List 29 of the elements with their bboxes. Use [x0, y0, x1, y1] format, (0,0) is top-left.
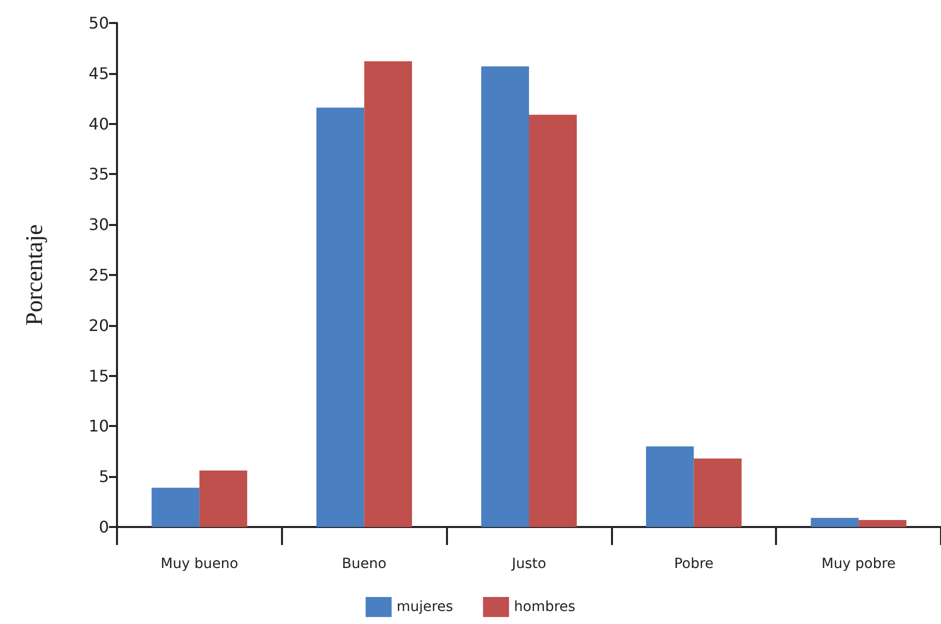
bar — [694, 458, 742, 527]
legend-label: mujeres — [396, 599, 454, 615]
legend-label: hombres — [514, 599, 576, 615]
x-tick-label: Bueno — [342, 556, 386, 572]
bar — [316, 108, 364, 527]
y-tick-label: 0 — [98, 518, 109, 536]
x-tick-label: Justo — [510, 556, 546, 572]
x-tick-label: Pobre — [674, 556, 714, 572]
x-tick-label: Muy bueno — [160, 556, 238, 572]
y-tick-label: 30 — [88, 215, 109, 234]
bar — [364, 61, 412, 527]
y-tick-label: 15 — [88, 366, 109, 386]
y-tick-label: 20 — [88, 316, 109, 335]
y-tick-label: 25 — [88, 266, 109, 284]
bar — [646, 446, 694, 527]
y-tick-label: 5 — [98, 467, 109, 486]
y-axis-title: Porcentaje — [22, 224, 48, 326]
y-tick-label: 35 — [88, 164, 109, 184]
bar — [858, 520, 906, 527]
bar — [199, 470, 248, 527]
bar — [481, 66, 529, 527]
x-tick-label: Muy pobre — [822, 556, 896, 572]
y-tick-label: 50 — [88, 14, 109, 32]
y-tick-label: 45 — [88, 64, 109, 83]
y-tick-label: 40 — [88, 114, 109, 134]
bar — [152, 488, 200, 527]
bar — [529, 114, 577, 527]
y-tick-label: 10 — [88, 416, 109, 436]
bar — [810, 518, 859, 527]
